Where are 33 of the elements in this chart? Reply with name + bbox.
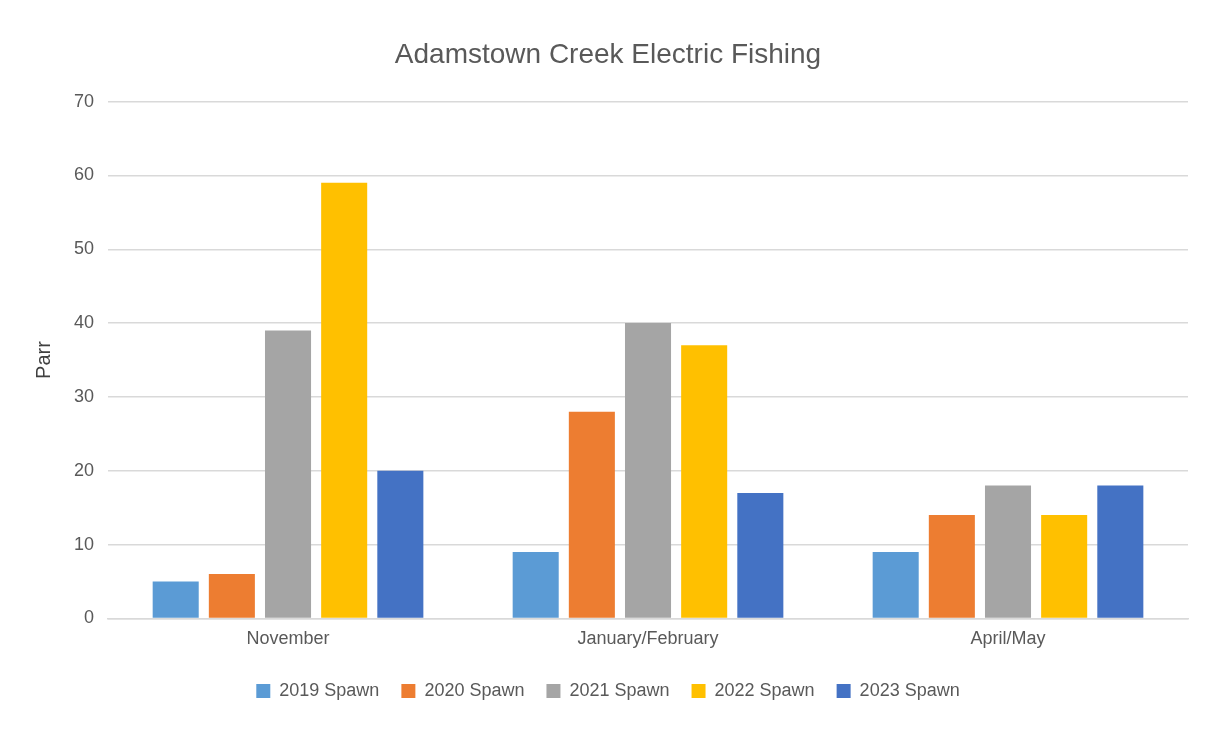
bar (152, 581, 199, 618)
bar (928, 515, 975, 618)
y-tick-label: 30 (73, 385, 95, 406)
chart-title: Adamstown Creek Electric Fishing (394, 37, 822, 69)
bar (737, 492, 784, 618)
bar (512, 551, 559, 618)
bar (377, 470, 424, 618)
y-tick-label: 20 (73, 459, 95, 480)
bar (681, 345, 728, 618)
legend-label: 2021 Spawn (569, 679, 670, 700)
bar (264, 330, 312, 618)
bar (624, 323, 672, 618)
bar (1041, 515, 1088, 618)
bar (321, 182, 368, 618)
legend-label: 2020 Spawn (424, 679, 525, 700)
x-tick-label: January/February (577, 628, 719, 649)
x-tick-label: November (246, 628, 330, 649)
bar (208, 574, 255, 618)
x-tick-label: April/May (970, 628, 1046, 649)
y-tick-label: 0 (84, 607, 95, 628)
bar (872, 551, 919, 618)
y-tick-label: 50 (73, 238, 95, 259)
y-axis-title: Parr (31, 340, 54, 379)
bar (1097, 485, 1144, 618)
y-tick-label: 60 (73, 164, 95, 185)
bar (568, 411, 615, 618)
legend-label: 2023 Spawn (859, 679, 960, 700)
y-tick-label: 70 (73, 90, 95, 111)
legend-label: 2019 Spawn (279, 679, 380, 700)
bar (984, 485, 1032, 618)
y-tick-label: 10 (73, 533, 95, 554)
legend-label: 2022 Spawn (714, 679, 815, 700)
y-tick-label: 40 (73, 312, 95, 333)
